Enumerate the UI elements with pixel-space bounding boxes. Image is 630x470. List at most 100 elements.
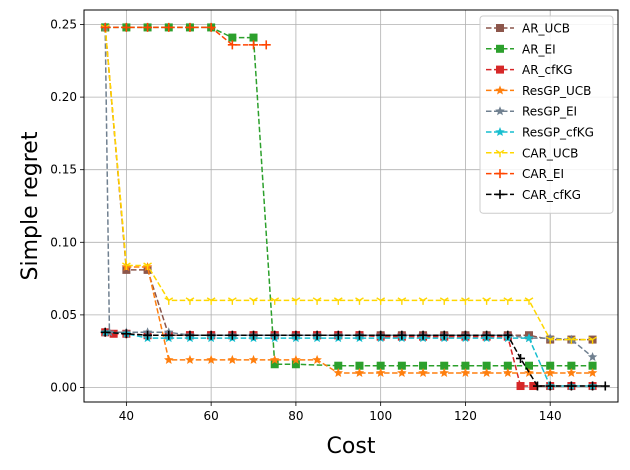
legend-label: AR_cfKG [522,63,573,77]
data-point [333,330,343,340]
data-point [495,106,505,116]
data-point [587,351,598,362]
data-point [334,361,343,370]
data-point [109,329,118,338]
data-point [206,354,216,364]
data-point [397,361,406,370]
data-point [122,262,131,271]
legend-item: AR_EI [486,42,556,56]
data-point [291,297,301,305]
data-point [439,330,449,340]
data-point [376,361,385,370]
legend-label: ResGP_EI [522,105,577,119]
data-point [419,361,428,370]
data-point [439,367,449,378]
data-point [143,262,152,271]
legend-label: ResGP_UCB [522,84,591,98]
legend: AR_UCB AR_EI AR_cfKG ResGP_UCB ResGP_EI ResGP… [479,15,614,214]
data-point [545,367,555,378]
series-CAR_EI [100,22,271,50]
data-point [495,169,505,179]
x-tick-label: 120 [454,409,477,423]
data-point [503,297,513,305]
data-point [397,297,407,305]
data-point [121,329,131,339]
data-point [185,330,195,340]
y-tick-label: 0.15 [50,163,77,177]
data-point [482,361,491,370]
y-tick-label: 0.20 [50,90,77,104]
x-axis-label: Cost [327,434,376,459]
series-CAR_UCB [100,24,597,345]
data-point [291,354,301,364]
data-point [164,354,174,364]
legend-item: AR_cfKG [486,63,573,77]
data-point [270,297,280,305]
data-point [587,367,598,378]
data-point [312,354,322,364]
data-point [482,297,491,305]
data-point [525,361,533,370]
data-point [227,297,237,305]
legend-box [479,15,614,214]
data-point [588,336,597,345]
data-point [461,361,470,370]
data-point [524,367,534,378]
data-point [143,22,153,32]
plot-frame [83,9,619,403]
legend-label: AR_UCB [522,22,570,36]
data-point [461,297,470,305]
data-point [460,330,470,340]
data-point [249,33,258,42]
x-tick-label: 80 [288,409,303,423]
series-line [105,331,593,387]
data-point [312,330,322,340]
legend-item: ResGP_UCB [486,84,591,98]
data-point [227,354,238,364]
data-point [496,24,504,32]
data-point [503,330,513,340]
data-point [100,327,110,337]
data-point [206,297,216,305]
data-point [503,367,513,378]
data-point [143,330,153,340]
data-point [270,360,279,369]
data-point [495,149,505,158]
series-layer [100,22,610,391]
data-point [185,22,195,32]
data-point [495,127,505,137]
legend-label: AR_EI [522,42,556,56]
data-point [418,367,428,378]
data-point [376,330,386,340]
legend-label: CAR_EI [522,167,564,181]
series-line [104,27,593,374]
data-point [546,361,555,370]
x-tick-label: 40 [119,409,134,423]
legend-label: CAR_cfKG [522,188,581,202]
legend-label: CAR_UCB [522,146,578,160]
data-point [418,330,428,340]
y-tick-label: 0.00 [50,380,77,394]
legend-label: ResGP_cfKG [522,126,594,140]
data-point [496,65,504,74]
legend-item: ResGP_cfKG [486,126,594,140]
data-point [164,297,174,305]
data-point [460,367,471,378]
data-point [355,297,364,305]
x-tick-label: 100 [369,409,392,423]
data-point [567,361,576,370]
data-point [376,297,386,305]
data-point [270,330,280,340]
legend-item: CAR_EI [486,167,564,181]
data-point [354,367,365,378]
data-point [227,40,237,50]
legend-item: CAR_UCB [486,146,578,160]
y-axis-label: Simple regret [18,131,43,280]
data-point [567,336,576,345]
data-point [588,361,597,370]
data-point [354,330,364,340]
data-point [291,330,301,340]
data-point [418,297,428,305]
legend-item: AR_UCB [486,22,570,36]
